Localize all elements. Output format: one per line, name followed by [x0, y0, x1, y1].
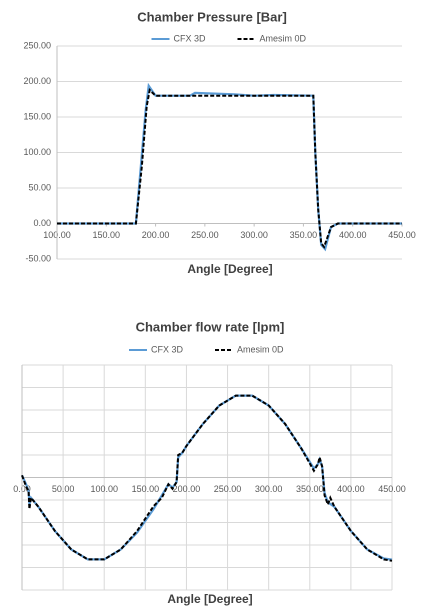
legend-label: Amesim 0D — [237, 344, 284, 354]
x-axis-label: Angle [Degree] — [187, 262, 272, 276]
x-tick-label: 250.00 — [191, 230, 219, 240]
legend-label: Amesim 0D — [260, 33, 307, 43]
x-tick-label: 450.00 — [388, 230, 416, 240]
x-tick-label: 50.00 — [52, 484, 75, 494]
y-tick-label: 250.00 — [23, 40, 51, 50]
y-tick-label: -50.00 — [25, 253, 51, 263]
x-axis-label: Angle [Degree] — [167, 592, 252, 606]
series-line — [21, 394, 393, 562]
x-tick-label: 150.00 — [93, 230, 121, 240]
y-tick-label: 100.00 — [23, 147, 51, 157]
x-tick-label: 400.00 — [337, 484, 365, 494]
legend-label: CFX 3D — [151, 344, 184, 354]
x-tick-label: 200.00 — [173, 484, 201, 494]
x-tick-label: 300.00 — [240, 230, 268, 240]
x-tick-label: 350.00 — [290, 230, 318, 240]
x-tick-label: 150.00 — [132, 484, 160, 494]
x-tick-label: 400.00 — [339, 230, 367, 240]
series-line — [57, 87, 402, 249]
y-tick-label: 200.00 — [23, 76, 51, 86]
x-tick-label: 300.00 — [255, 484, 283, 494]
y-tick-label: 50.00 — [28, 182, 51, 192]
x-tick-label: 100.00 — [90, 484, 118, 494]
chart-title: Chamber Pressure [Bar] — [137, 9, 287, 24]
legend-label: CFX 3D — [174, 33, 207, 43]
y-tick-label: 0.00 — [33, 218, 51, 228]
chart-title: Chamber flow rate [lpm] — [136, 319, 285, 334]
x-tick-label: 200.00 — [142, 230, 170, 240]
x-tick-label: 250.00 — [214, 484, 242, 494]
y-tick-label: 150.00 — [23, 111, 51, 121]
x-tick-label: 350.00 — [296, 484, 324, 494]
x-tick-label: 450.00 — [378, 484, 406, 494]
series-line — [57, 82, 402, 252]
